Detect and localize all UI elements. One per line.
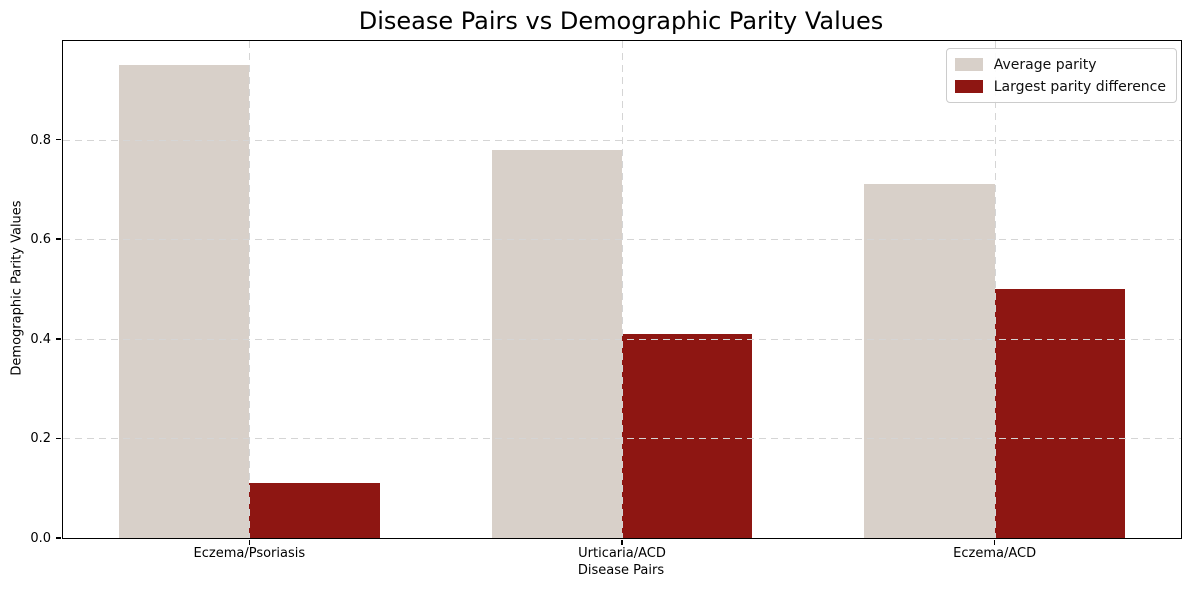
v-gridline — [249, 41, 251, 538]
v-gridline — [994, 41, 996, 538]
legend: Average parity Largest parity difference — [945, 48, 1177, 103]
chart-title: Disease Pairs vs Demographic Parity Valu… — [358, 7, 884, 35]
legend-item: Average parity — [954, 55, 1166, 74]
y-axis-label: Demographic Parity Values — [9, 200, 25, 376]
y-tick-mark — [56, 138, 61, 141]
y-tick-label: 0.8 — [30, 132, 51, 148]
x-tick-mark — [621, 540, 623, 545]
legend-label: Largest parity difference — [993, 78, 1166, 95]
legend-item: Largest parity difference — [954, 77, 1166, 96]
y-tick-mark — [56, 537, 61, 539]
bar-largest-parity-difference-1 — [622, 333, 753, 538]
legend-label: Average parity — [993, 56, 1097, 73]
y-tick-mark — [56, 437, 61, 440]
x-axis-label: Disease Pairs — [577, 563, 665, 578]
legend-swatch — [954, 80, 983, 93]
y-tick-mark — [56, 338, 61, 340]
v-gridline — [622, 41, 623, 538]
plot-area: 0.0 0.2 0.4 0.6 0.8 Eczema/Psoriasis Urticaria… — [30, 40, 1182, 561]
bar-average-parity-1 — [491, 149, 622, 538]
bar-largest-parity-difference-2 — [994, 289, 1126, 538]
x-tick-label-1: Urticaria/ACD — [578, 546, 666, 561]
y-tick-mark — [56, 238, 61, 240]
x-tick-mark — [248, 540, 251, 545]
x-tick-label-2: Eczema/ACD — [953, 546, 1037, 561]
bar-average-parity-2 — [864, 184, 995, 538]
x-tick-label-0: Eczema/Psoriasis — [193, 546, 306, 561]
y-tick-label: 0.0 — [30, 531, 51, 546]
y-tick-label: 0.4 — [30, 331, 51, 347]
bar-average-parity-0 — [118, 64, 250, 538]
x-tick-mark — [993, 540, 996, 545]
legend-swatch — [954, 58, 983, 71]
bar-largest-parity-difference-0 — [249, 483, 380, 538]
y-tick-label: 0.2 — [30, 431, 51, 447]
y-tick-label: 0.6 — [30, 232, 51, 248]
